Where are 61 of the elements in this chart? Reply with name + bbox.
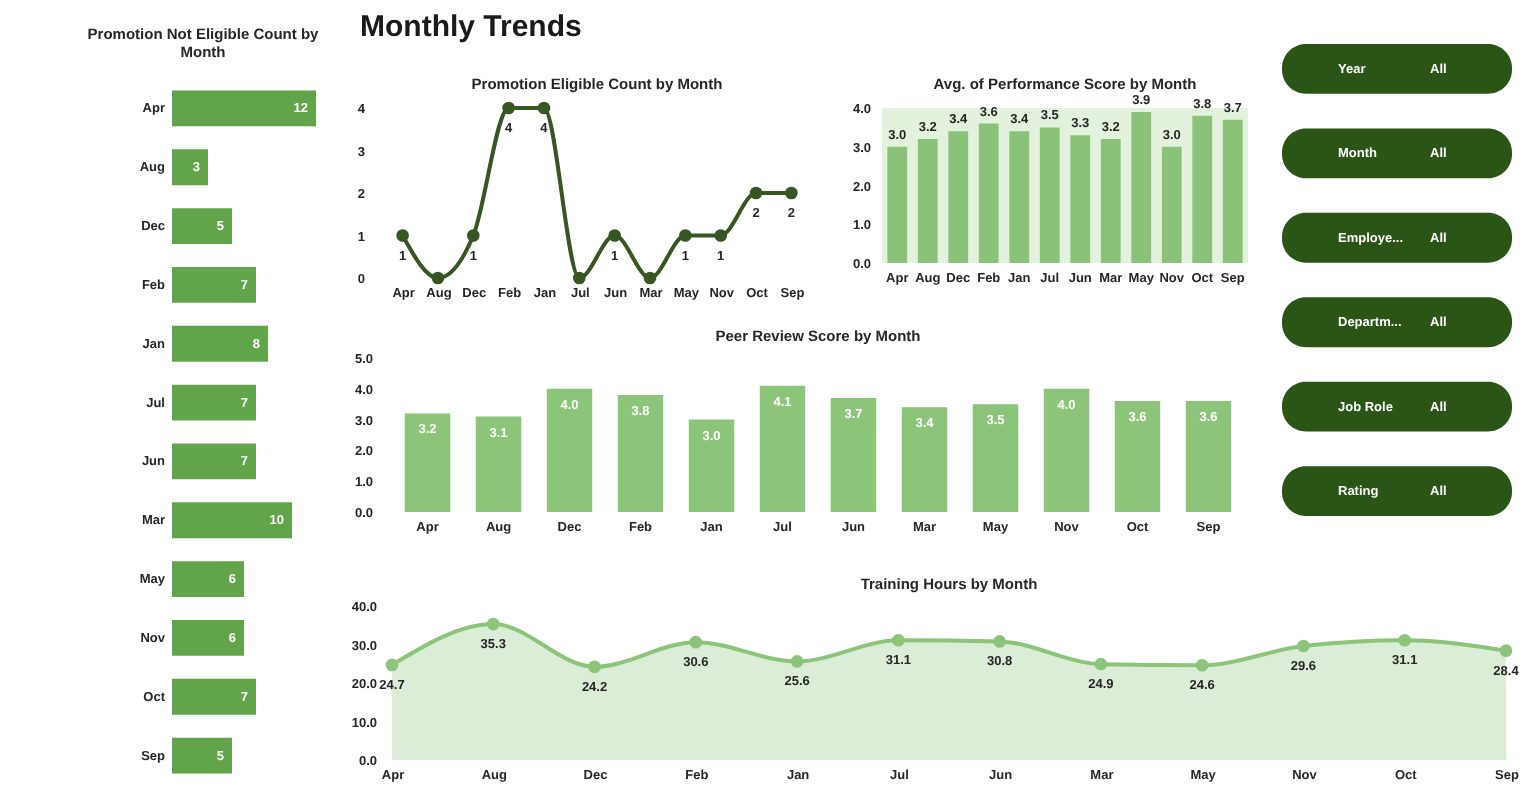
- point: [385, 658, 399, 672]
- bar: [172, 502, 292, 539]
- point: [396, 229, 409, 242]
- bar: [617, 394, 664, 512]
- point: [502, 101, 515, 115]
- bar: [1039, 127, 1060, 263]
- bar: [172, 678, 256, 715]
- bar: [901, 407, 948, 512]
- point: [790, 655, 804, 668]
- bar: [546, 388, 593, 512]
- bar: [1043, 388, 1090, 512]
- bar: [172, 443, 256, 480]
- bar: [172, 619, 244, 656]
- point: [689, 635, 703, 649]
- point: [486, 617, 500, 631]
- point: [993, 635, 1006, 648]
- bar: [830, 398, 877, 512]
- bar: [978, 123, 999, 263]
- point: [537, 101, 551, 115]
- point: [1398, 633, 1412, 647]
- bar: [887, 146, 908, 263]
- bar: [172, 737, 232, 774]
- bar: [172, 325, 268, 362]
- bar: [172, 208, 232, 245]
- bar: [172, 384, 256, 421]
- bar: [1222, 119, 1243, 263]
- point: [714, 229, 728, 242]
- bar: [1192, 115, 1213, 263]
- point: [1297, 639, 1310, 653]
- point: [749, 186, 763, 200]
- bar: [172, 561, 244, 598]
- point: [643, 271, 657, 285]
- point: [1195, 658, 1209, 672]
- bar: [1185, 401, 1232, 512]
- bar: [759, 385, 806, 512]
- bar: [1161, 146, 1182, 263]
- text: Monthly Trends: [360, 10, 582, 44]
- bar: [1100, 139, 1121, 263]
- point: [573, 271, 586, 285]
- bar: [688, 419, 735, 512]
- bar: [972, 404, 1019, 512]
- bar: [1131, 111, 1152, 263]
- bar: [917, 139, 938, 263]
- point: [679, 229, 692, 242]
- bar: [1070, 135, 1091, 263]
- bar: [172, 149, 208, 186]
- point: [1094, 657, 1108, 671]
- bar: [172, 266, 256, 303]
- point: [431, 271, 445, 285]
- bar: [475, 416, 522, 512]
- point: [588, 660, 601, 674]
- bar: [404, 413, 451, 512]
- point: [608, 229, 621, 242]
- point: [1499, 644, 1513, 657]
- point: [466, 229, 480, 242]
- bar: [172, 90, 316, 127]
- bar: [1009, 131, 1030, 263]
- bar: [1114, 401, 1161, 512]
- point: [785, 186, 798, 200]
- bar: [948, 131, 969, 263]
- point: [892, 633, 905, 647]
